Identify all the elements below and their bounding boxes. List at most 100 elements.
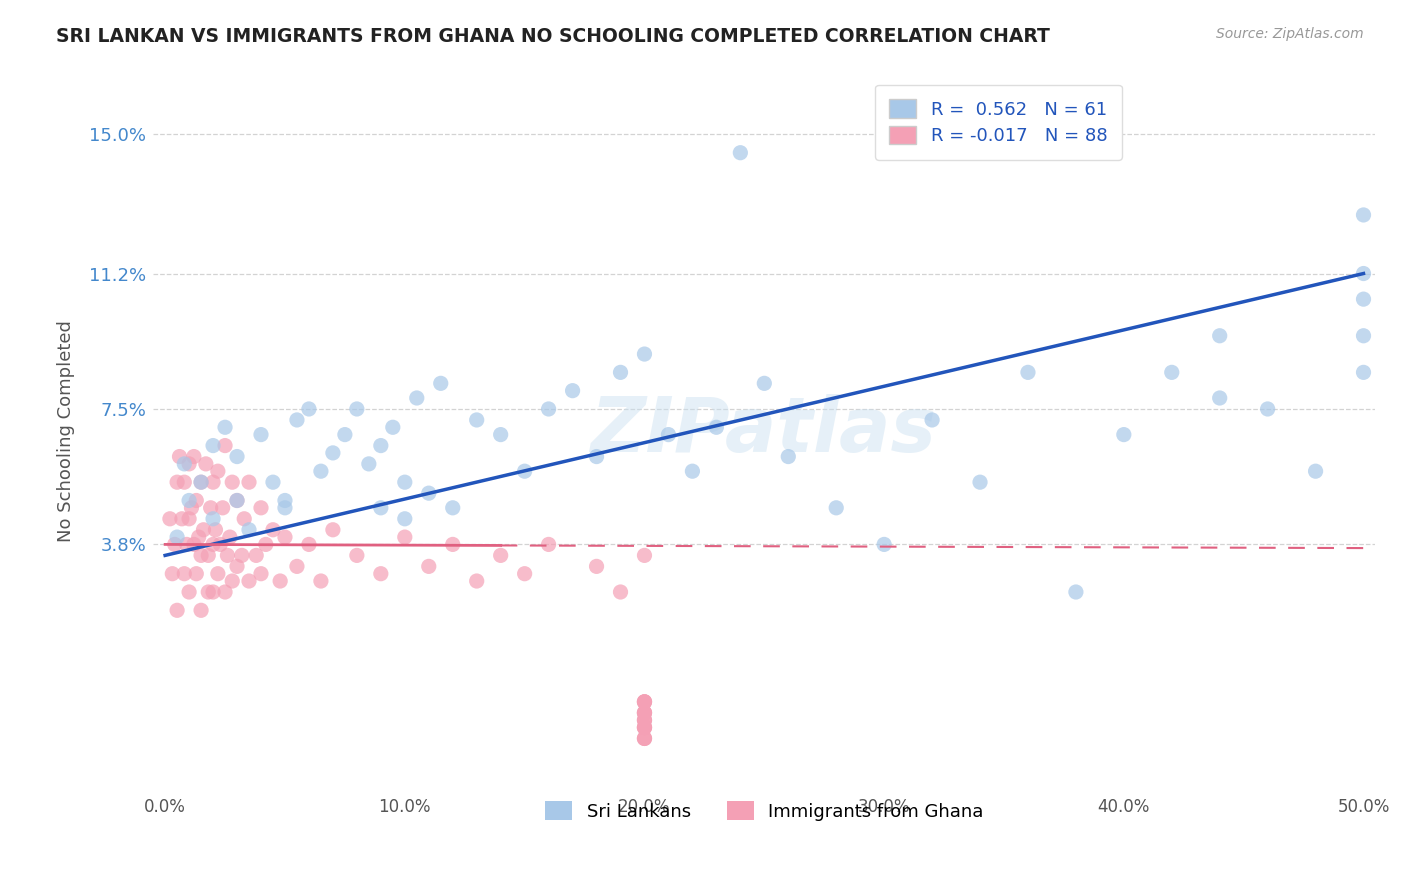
Point bbox=[166, 603, 188, 617]
Point bbox=[418, 559, 440, 574]
Point bbox=[214, 585, 236, 599]
Point bbox=[633, 731, 655, 746]
Point bbox=[322, 446, 344, 460]
Point bbox=[231, 549, 253, 563]
Point bbox=[465, 574, 488, 588]
Point bbox=[706, 420, 728, 434]
Point bbox=[202, 585, 225, 599]
Point bbox=[609, 365, 631, 379]
Point bbox=[298, 401, 321, 416]
Point bbox=[197, 549, 219, 563]
Point bbox=[190, 549, 212, 563]
Point bbox=[187, 530, 209, 544]
Point bbox=[221, 574, 243, 588]
Point bbox=[202, 475, 225, 490]
Point bbox=[394, 512, 416, 526]
Point bbox=[537, 401, 560, 416]
Point bbox=[585, 450, 607, 464]
Point bbox=[180, 500, 202, 515]
Point bbox=[537, 537, 560, 551]
Point bbox=[633, 721, 655, 735]
Point bbox=[921, 413, 943, 427]
Point bbox=[370, 500, 392, 515]
Point bbox=[285, 559, 308, 574]
Point bbox=[207, 464, 229, 478]
Point bbox=[1208, 328, 1230, 343]
Point bbox=[186, 493, 208, 508]
Point bbox=[183, 450, 205, 464]
Point bbox=[245, 549, 267, 563]
Point bbox=[238, 523, 260, 537]
Point bbox=[183, 537, 205, 551]
Point bbox=[202, 512, 225, 526]
Text: SRI LANKAN VS IMMIGRANTS FROM GHANA NO SCHOOLING COMPLETED CORRELATION CHART: SRI LANKAN VS IMMIGRANTS FROM GHANA NO S… bbox=[56, 27, 1050, 45]
Point bbox=[262, 475, 284, 490]
Point bbox=[633, 713, 655, 727]
Point bbox=[204, 523, 226, 537]
Point bbox=[633, 731, 655, 746]
Point bbox=[561, 384, 583, 398]
Point bbox=[218, 530, 240, 544]
Point bbox=[873, 537, 896, 551]
Point bbox=[269, 574, 291, 588]
Point bbox=[217, 549, 239, 563]
Point bbox=[177, 585, 200, 599]
Point bbox=[1160, 365, 1182, 379]
Point bbox=[465, 413, 488, 427]
Point bbox=[429, 376, 451, 391]
Point bbox=[381, 420, 404, 434]
Point bbox=[1353, 365, 1375, 379]
Point bbox=[1112, 427, 1135, 442]
Text: ZIPatlas: ZIPatlas bbox=[592, 394, 938, 468]
Point bbox=[489, 549, 512, 563]
Point bbox=[250, 566, 273, 581]
Point bbox=[190, 603, 212, 617]
Point bbox=[226, 493, 249, 508]
Point bbox=[394, 530, 416, 544]
Point bbox=[1064, 585, 1087, 599]
Point bbox=[441, 500, 464, 515]
Point bbox=[633, 695, 655, 709]
Point bbox=[262, 523, 284, 537]
Point bbox=[633, 713, 655, 727]
Point bbox=[238, 475, 260, 490]
Point bbox=[1353, 328, 1375, 343]
Point bbox=[163, 537, 186, 551]
Point bbox=[322, 523, 344, 537]
Point bbox=[357, 457, 380, 471]
Point bbox=[1208, 391, 1230, 405]
Point bbox=[298, 537, 321, 551]
Point bbox=[681, 464, 703, 478]
Point bbox=[633, 706, 655, 720]
Point bbox=[274, 500, 297, 515]
Point bbox=[754, 376, 776, 391]
Point bbox=[633, 706, 655, 720]
Point bbox=[197, 585, 219, 599]
Point bbox=[200, 500, 222, 515]
Point bbox=[190, 475, 212, 490]
Point bbox=[186, 566, 208, 581]
Point bbox=[250, 427, 273, 442]
Point bbox=[162, 566, 184, 581]
Point bbox=[233, 512, 256, 526]
Point bbox=[633, 721, 655, 735]
Point bbox=[274, 530, 297, 544]
Point bbox=[633, 721, 655, 735]
Point bbox=[177, 493, 200, 508]
Point bbox=[633, 695, 655, 709]
Point bbox=[1305, 464, 1327, 478]
Point bbox=[221, 475, 243, 490]
Point bbox=[513, 566, 536, 581]
Point bbox=[633, 721, 655, 735]
Point bbox=[633, 731, 655, 746]
Point bbox=[969, 475, 991, 490]
Point bbox=[825, 500, 848, 515]
Point bbox=[346, 549, 368, 563]
Point bbox=[193, 523, 215, 537]
Point bbox=[405, 391, 427, 405]
Point bbox=[274, 493, 297, 508]
Point bbox=[226, 559, 249, 574]
Point bbox=[309, 464, 332, 478]
Point bbox=[394, 475, 416, 490]
Point bbox=[207, 566, 229, 581]
